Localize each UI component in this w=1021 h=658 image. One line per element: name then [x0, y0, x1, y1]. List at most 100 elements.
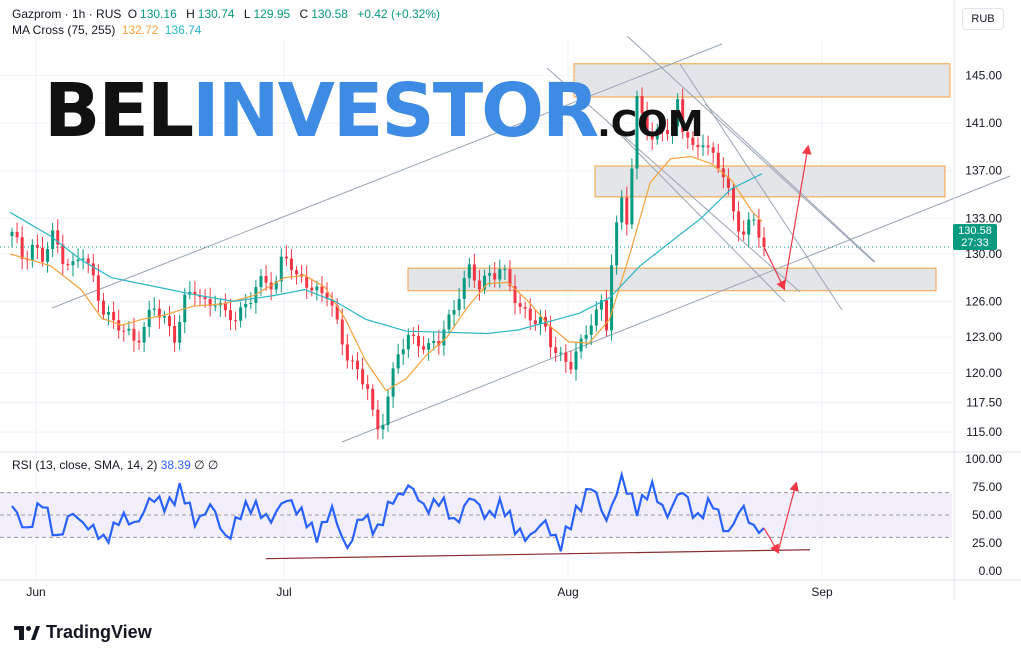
candle-body — [71, 261, 75, 266]
candle-body — [259, 275, 263, 288]
candle-body — [462, 278, 466, 299]
candle — [264, 265, 268, 291]
currency-badge[interactable]: RUB — [962, 8, 1004, 30]
price-grid — [0, 40, 952, 578]
candle-body — [655, 128, 659, 140]
candle — [411, 327, 415, 345]
candle — [234, 311, 238, 331]
candle-body — [86, 258, 90, 264]
candle — [416, 324, 420, 358]
ma-fast-line — [9, 155, 763, 392]
candle — [538, 309, 542, 336]
candle-body — [416, 335, 420, 347]
candle-body — [315, 286, 319, 291]
candle-body — [122, 330, 126, 332]
candle-body — [350, 360, 354, 362]
candle-body — [549, 326, 553, 348]
candle-body — [81, 258, 85, 260]
rsi-arrow-up — [777, 481, 799, 553]
candle — [371, 384, 375, 417]
candle-body — [498, 269, 502, 280]
candle — [457, 287, 461, 317]
candle — [107, 305, 111, 326]
change-value: +0.42 (+0.32%) — [357, 7, 440, 21]
candle — [289, 249, 293, 280]
candle-body — [284, 256, 288, 259]
candle — [432, 332, 436, 351]
candle — [122, 324, 126, 342]
candle — [737, 201, 741, 242]
candle-body — [76, 259, 80, 262]
watermark-part-2: INVESTOR — [192, 68, 599, 154]
high-label: H — [186, 7, 195, 21]
candle — [208, 287, 212, 317]
candle-body — [726, 177, 730, 188]
candle-body — [396, 354, 400, 369]
candle-body — [579, 338, 583, 352]
candle-body — [437, 341, 441, 346]
candle — [96, 264, 100, 313]
candle — [152, 297, 156, 316]
ma-slow-line — [9, 173, 763, 335]
candle — [732, 182, 736, 221]
candle-body — [66, 263, 70, 266]
resistance-zone-2 — [594, 165, 946, 198]
candle-body — [35, 244, 39, 248]
indicator-label[interactable]: MA Cross (75, 255) — [12, 23, 116, 37]
candle — [447, 309, 451, 336]
candle — [203, 288, 207, 308]
candle — [35, 234, 39, 259]
candle-body — [213, 305, 217, 307]
candle — [427, 338, 431, 361]
moving-averages — [0, 155, 952, 392]
candle-body — [295, 270, 299, 275]
candle — [665, 118, 669, 141]
tradingview-branding[interactable]: TradingView — [14, 622, 152, 643]
trendline-1 — [51, 43, 723, 309]
candle — [183, 288, 187, 334]
candle-body — [239, 307, 243, 321]
candle — [249, 291, 253, 310]
candle — [691, 131, 695, 151]
candle-body — [107, 311, 111, 315]
price-tick-label: 115.00 — [966, 425, 1002, 439]
candle-body — [569, 361, 573, 370]
price-tick-label: 130.00 — [965, 247, 1002, 261]
candle-body — [10, 231, 14, 237]
candle — [711, 142, 715, 164]
last-price-value: 130.58 — [958, 225, 992, 237]
rsi-tick-label: 75.00 — [972, 480, 1002, 494]
candle-body — [40, 247, 44, 262]
candle-body — [696, 144, 700, 148]
symbol-title[interactable]: Gazprom · 1h · RUS — [12, 7, 122, 21]
candle-body — [686, 132, 690, 138]
candle-body — [711, 147, 715, 153]
candle — [696, 137, 700, 158]
candle-body — [584, 334, 588, 339]
candle — [366, 375, 370, 401]
rsi-tick-label: 100.00 — [965, 452, 1002, 466]
open-value: 130.16 — [140, 7, 177, 21]
candle-body — [737, 211, 741, 232]
candle-body — [538, 316, 542, 324]
candle — [274, 275, 278, 295]
candle — [747, 212, 751, 246]
candle — [513, 274, 517, 315]
candle — [650, 122, 654, 151]
candle — [178, 314, 182, 351]
candle-body — [305, 276, 309, 288]
candle-body — [432, 341, 436, 344]
watermark-part-1: BEL — [42, 67, 195, 156]
candle-body — [742, 231, 746, 235]
candle-body — [51, 230, 55, 250]
candle — [716, 143, 720, 173]
candle — [579, 334, 583, 359]
rsi-tick-label: 0.00 — [979, 564, 1003, 578]
projection-arrow-down — [763, 246, 786, 291]
candle — [686, 121, 690, 149]
candle-body — [706, 145, 710, 148]
candle — [300, 264, 304, 283]
candle — [462, 270, 466, 310]
candle-body — [574, 351, 578, 370]
rsi-label[interactable]: RSI (13, close, SMA, 14, 2) — [12, 458, 158, 472]
